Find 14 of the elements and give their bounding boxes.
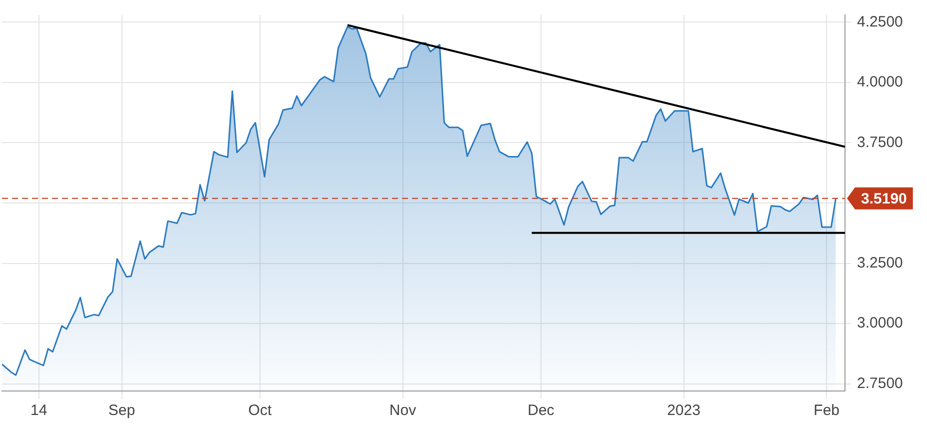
y-tick-label: 4.0000 (857, 74, 903, 91)
y-tick-label: 3.2500 (857, 254, 903, 272)
y-tick-label: 4.2500 (857, 13, 903, 30)
x-tick-label: Sep (108, 402, 136, 420)
x-tick-label: Dec (528, 402, 555, 420)
x-tick-label: Nov (389, 402, 417, 420)
y-tick-label: 3.7500 (857, 134, 903, 151)
x-tick-label: Oct (248, 402, 272, 420)
y-tick-label: 2.7500 (857, 374, 903, 392)
y-tick-label: 3.0000 (857, 314, 903, 332)
x-tick-label: 2023 (667, 402, 700, 420)
x-tick-label: Feb (814, 402, 840, 420)
ref-line-label: 3.5190 (861, 190, 907, 208)
x-tick-label: 14 (30, 402, 48, 420)
